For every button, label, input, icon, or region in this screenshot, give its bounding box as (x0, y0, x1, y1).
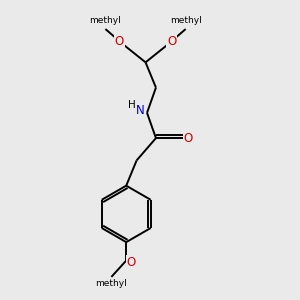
Text: N: N (136, 104, 145, 117)
Text: O: O (183, 132, 193, 145)
Text: O: O (127, 256, 136, 268)
Text: methyl: methyl (170, 16, 202, 25)
Text: O: O (115, 35, 124, 48)
Text: H: H (128, 100, 135, 110)
Text: methyl: methyl (89, 16, 121, 25)
Text: methyl: methyl (95, 279, 127, 288)
Text: O: O (167, 35, 176, 48)
